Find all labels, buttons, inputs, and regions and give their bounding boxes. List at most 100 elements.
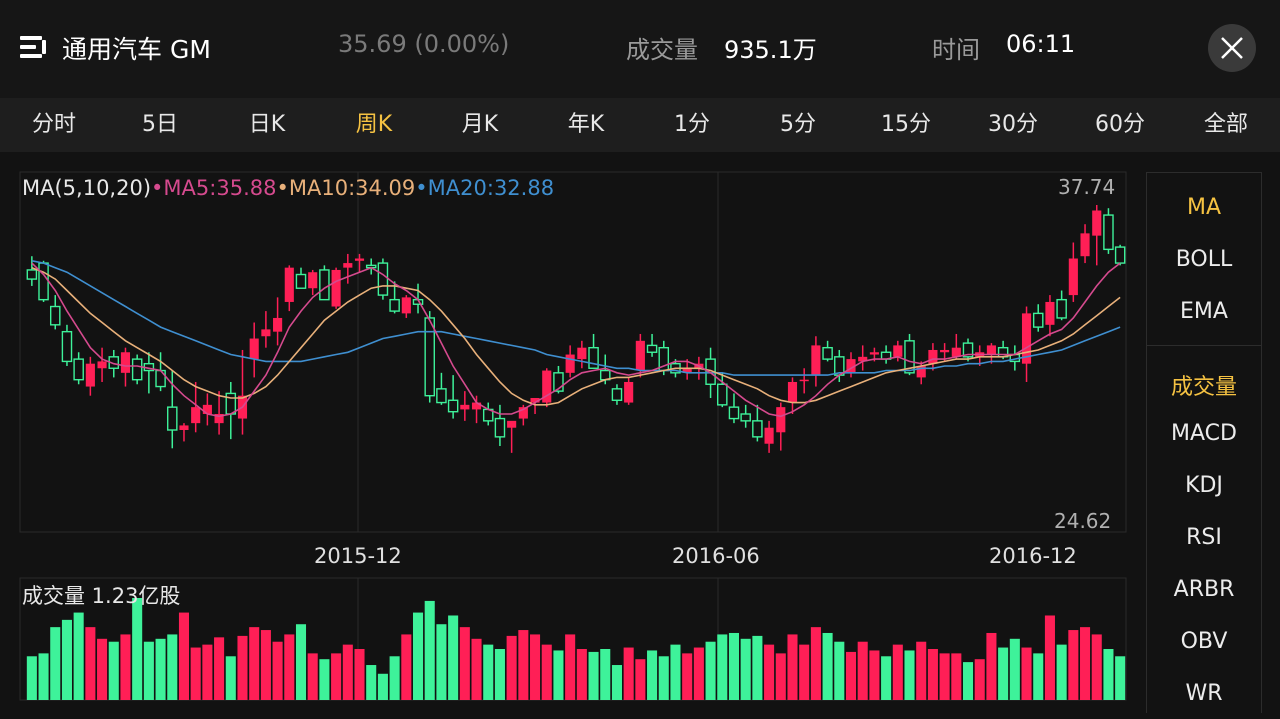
- volume-bar: [249, 627, 260, 700]
- candle-body: [624, 381, 634, 403]
- volume-bar: [974, 659, 985, 700]
- volume-bar: [1033, 653, 1044, 700]
- indicator-main-2[interactable]: EMA: [1180, 299, 1228, 324]
- tab-8[interactable]: 15分: [881, 112, 931, 137]
- volume-bar: [822, 632, 833, 700]
- candle-body: [225, 392, 237, 415]
- indicator-sub-4[interactable]: ARBR: [1173, 577, 1235, 602]
- tab-5[interactable]: 年K: [567, 112, 605, 137]
- volume-bar: [97, 638, 108, 700]
- tab-0[interactable]: 分时: [31, 112, 76, 137]
- indicator-separator: [1147, 345, 1261, 346]
- candle-body: [858, 356, 868, 362]
- volume-bar: [448, 615, 459, 700]
- volume-bar: [787, 634, 798, 700]
- candle-body: [401, 297, 411, 314]
- volume-bar: [904, 650, 915, 700]
- volume-bar: [237, 635, 248, 700]
- indicator-sub-6[interactable]: WR: [1185, 681, 1223, 706]
- tab-7[interactable]: 5分: [780, 112, 816, 137]
- volume-bar: [272, 641, 283, 700]
- volume-bar: [705, 641, 716, 700]
- tab-2[interactable]: 日K: [248, 112, 286, 137]
- volume-bar: [553, 650, 564, 700]
- candle-body: [424, 317, 435, 397]
- volume-bar: [354, 649, 365, 700]
- volume-bar: [1080, 627, 1091, 700]
- volume-bar: [342, 644, 353, 700]
- candle-body: [295, 273, 307, 289]
- indicator-sub-0[interactable]: 成交量: [1170, 375, 1237, 400]
- volume-bar: [471, 638, 482, 700]
- candle-body: [494, 417, 506, 438]
- candle-body: [155, 369, 166, 388]
- time-value: 06:11: [1006, 30, 1076, 58]
- candle-body: [273, 317, 283, 332]
- volume-bar: [1009, 638, 1020, 700]
- close-button[interactable]: [1208, 24, 1256, 72]
- volume-bar: [927, 649, 938, 700]
- volume-bar: [214, 637, 225, 700]
- volume-bar: [50, 627, 61, 700]
- tab-11[interactable]: 全部: [1203, 112, 1248, 137]
- close-icon: [1221, 37, 1243, 59]
- indicator-sub-5[interactable]: OBV: [1180, 629, 1228, 654]
- volume-bar: [752, 635, 763, 700]
- candle-body: [940, 349, 950, 353]
- candle-body: [916, 365, 926, 378]
- volume-bar: [459, 627, 470, 700]
- candle-body: [1103, 214, 1114, 251]
- indicator-sub-3[interactable]: RSI: [1186, 525, 1222, 550]
- volume-bar: [647, 650, 658, 700]
- kline-chart[interactable]: [0, 0, 1140, 719]
- volume-bar: [1103, 649, 1114, 700]
- volume-bar: [1044, 615, 1055, 700]
- candle-body: [97, 361, 107, 369]
- volume-bar: [845, 651, 857, 700]
- menu-list-icon[interactable]: [20, 34, 48, 60]
- x-tick-label: 2016-12: [989, 544, 1077, 568]
- app-header: 通用汽车 GM 35.69 (0.00%) 成交量 935.1万 时间 06:1…: [0, 0, 1280, 96]
- tab-1[interactable]: 5日: [142, 112, 178, 137]
- candle-body: [811, 345, 821, 376]
- volume-bar: [284, 634, 295, 700]
- candle-body: [846, 359, 856, 373]
- candle-body: [740, 413, 751, 422]
- volume-bar: [389, 656, 400, 700]
- indicator-sub-1[interactable]: MACD: [1171, 421, 1237, 446]
- candle-body: [85, 363, 95, 387]
- tab-6[interactable]: 1分: [674, 112, 710, 137]
- volume-bar: [530, 634, 541, 700]
- candle-body: [447, 399, 459, 413]
- indicator-sub-2[interactable]: KDJ: [1185, 473, 1223, 498]
- tab-10[interactable]: 60分: [1095, 112, 1145, 137]
- tab-4[interactable]: 月K: [461, 112, 499, 137]
- candle-body: [682, 368, 692, 373]
- candle-body: [249, 338, 259, 360]
- candle-body: [284, 267, 294, 302]
- volume-bar: [565, 634, 576, 700]
- volume-bar: [38, 653, 49, 700]
- candle-body: [1068, 258, 1078, 296]
- volume-bar: [190, 647, 201, 700]
- candle-body: [1114, 246, 1126, 264]
- volume-bar: [939, 653, 950, 700]
- indicator-main-1[interactable]: BOLL: [1175, 247, 1233, 272]
- indicator-main-0[interactable]: MA: [1186, 195, 1222, 220]
- volume-bar: [693, 647, 704, 700]
- candle-body: [436, 388, 447, 404]
- volume-bar: [295, 624, 307, 700]
- candle-body: [1021, 313, 1032, 364]
- tab-3[interactable]: 周K: [355, 112, 393, 137]
- candle-body: [214, 413, 224, 424]
- candle-body: [822, 346, 833, 360]
- candle-body: [904, 340, 915, 374]
- candle-body: [635, 340, 645, 371]
- ma10-line: [31, 266, 1121, 406]
- volume-bar: [73, 612, 84, 700]
- x-tick-label: 2015-12: [314, 544, 402, 568]
- candle-body: [471, 402, 482, 410]
- tab-9[interactable]: 30分: [988, 112, 1038, 137]
- volume-bar: [740, 638, 751, 700]
- candle-body: [26, 269, 38, 280]
